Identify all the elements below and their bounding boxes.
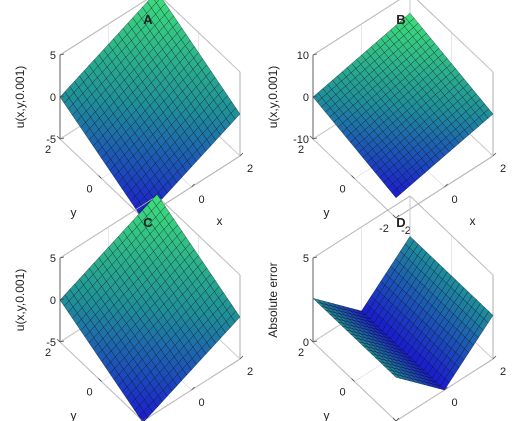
- panel-b: -10 0 10 -2 0 2 -2 0 2 y x u(x,y,0.001) B: [266, 0, 506, 237]
- x-tick-label: 2: [247, 366, 253, 378]
- panel-title: B: [396, 12, 405, 27]
- z-axis-label: u(x,y,0.001): [13, 66, 27, 128]
- x-tick-label: 2: [500, 366, 506, 378]
- y-tick-label: 0: [86, 387, 92, 399]
- z-tick-label: -5: [46, 134, 56, 146]
- y-tick-label: 0: [339, 387, 345, 399]
- y-axis-label: y: [71, 206, 77, 220]
- z-tick-label: 0: [303, 337, 309, 349]
- z-axis-label: Absolute error: [266, 262, 280, 337]
- y-axis-label: y: [324, 206, 330, 220]
- y-tick-label: 2: [298, 144, 304, 156]
- x-tick-label: 2: [247, 163, 253, 175]
- x-tick-label: 2: [500, 163, 506, 175]
- x-axis-label: x: [470, 417, 476, 421]
- z-tick-label: 0: [50, 92, 56, 104]
- z-tick-label: 0: [303, 92, 309, 104]
- z-tick-label: 10: [297, 50, 309, 62]
- x-tick-label: 0: [451, 194, 457, 206]
- x-tick-label: 0: [451, 397, 457, 409]
- y-tick-label: -2: [379, 223, 389, 235]
- z-tick-label: 5: [50, 50, 56, 62]
- surface: [59, 194, 241, 421]
- y-axis-label: y: [324, 409, 330, 421]
- y-tick-label: 2: [298, 347, 304, 359]
- z-tick-label: 5: [50, 253, 56, 265]
- x-tick-label: -2: [401, 225, 411, 237]
- y-tick-label: 0: [86, 184, 92, 196]
- y-tick-label: 2: [45, 144, 51, 156]
- panel-title: A: [143, 12, 153, 27]
- surface: [59, 0, 241, 220]
- panel-title: D: [396, 215, 405, 230]
- surface: [312, 236, 494, 391]
- z-axis-label: u(x,y,0.001): [13, 269, 27, 331]
- z-axis-label: u(x,y,0.001): [266, 66, 280, 128]
- surface: [312, 12, 494, 199]
- x-axis-label: x: [217, 417, 223, 421]
- x-tick-label: 0: [198, 397, 204, 409]
- y-tick-label: 0: [339, 184, 345, 196]
- y-axis-label: y: [71, 409, 77, 421]
- x-tick-label: 0: [198, 194, 204, 206]
- x-axis-label: x: [470, 214, 476, 228]
- y-tick-label: 2: [45, 347, 51, 359]
- panel-title: C: [143, 215, 153, 230]
- z-tick-label: -10: [293, 134, 309, 146]
- x-axis-label: x: [217, 214, 223, 228]
- z-tick-label: -5: [46, 337, 56, 349]
- z-tick-label: 0: [50, 295, 56, 307]
- z-tick-label: 5: [303, 253, 309, 265]
